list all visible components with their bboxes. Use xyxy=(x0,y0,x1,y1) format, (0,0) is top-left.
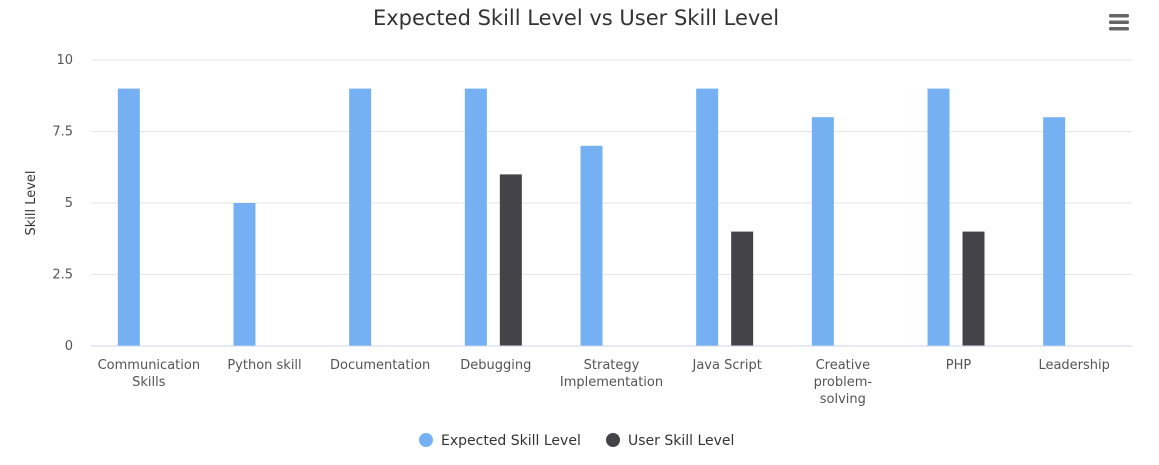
bar-expected-6[interactable] xyxy=(811,117,834,346)
legend-item-0[interactable]: Expected Skill Level xyxy=(419,433,581,449)
x-tick-label: Communication Skills xyxy=(98,358,200,390)
x-tick-label: Documentation xyxy=(330,358,430,373)
y-tick-label: 5 xyxy=(65,196,73,211)
y-tick-label: 0 xyxy=(65,339,73,354)
hamburger-menu-icon xyxy=(1109,14,1129,31)
legend: Expected Skill Level User Skill Level xyxy=(419,433,734,449)
y-tick-label: 2.5 xyxy=(52,268,73,283)
bar-user-3[interactable] xyxy=(499,174,522,346)
legend-marker xyxy=(419,433,433,447)
grid-lines xyxy=(91,59,1132,275)
bar-expected-7[interactable] xyxy=(927,88,950,346)
bar-expected-4[interactable] xyxy=(580,145,603,346)
y-axis-label: Skill Level xyxy=(24,170,39,235)
bar-expected-3[interactable] xyxy=(464,88,487,346)
bar-expected-8[interactable] xyxy=(1043,117,1066,346)
y-tick-label: 10 xyxy=(56,53,73,68)
legend-item-1[interactable]: User Skill Level xyxy=(606,433,734,449)
x-tick-label: PHP xyxy=(946,358,972,373)
menu-button[interactable] xyxy=(1105,10,1135,36)
bar-user-7[interactable] xyxy=(962,231,985,346)
y-tick-label: 7.5 xyxy=(52,125,73,140)
bar-expected-5[interactable] xyxy=(696,88,719,346)
y-axis-ticks: 0 2.5 5 7.5 10 xyxy=(52,53,73,354)
chart-title: Expected Skill Level vs User Skill Level xyxy=(373,6,779,30)
legend-marker xyxy=(606,433,620,447)
bar-user-5[interactable] xyxy=(731,231,754,346)
bar-expected-0[interactable] xyxy=(117,88,140,346)
bar-expected-1[interactable] xyxy=(233,203,256,346)
legend-label: Expected Skill Level xyxy=(441,433,581,449)
x-tick-label: Creative problem-solving xyxy=(814,358,873,407)
x-tick-label: Java Script xyxy=(692,358,762,373)
x-axis-ticks: Communication Skills Python skill Documenta… xyxy=(98,358,1110,407)
x-tick-label: Strategy Implementation xyxy=(560,358,663,390)
bars xyxy=(117,88,1066,346)
bar-expected-2[interactable] xyxy=(349,88,372,346)
x-tick-label: Leadership xyxy=(1038,358,1109,373)
x-tick-label: Python skill xyxy=(227,358,301,373)
x-tick-label: Debugging xyxy=(460,358,531,373)
legend-label: User Skill Level xyxy=(628,433,734,449)
